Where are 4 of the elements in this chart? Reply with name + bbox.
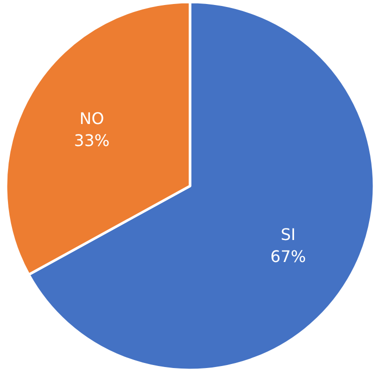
data-label: 33%	[74, 130, 110, 150]
slice-label: NO	[80, 108, 104, 128]
slice-label: SI	[280, 225, 296, 244]
data-label: 67%	[270, 247, 306, 266]
